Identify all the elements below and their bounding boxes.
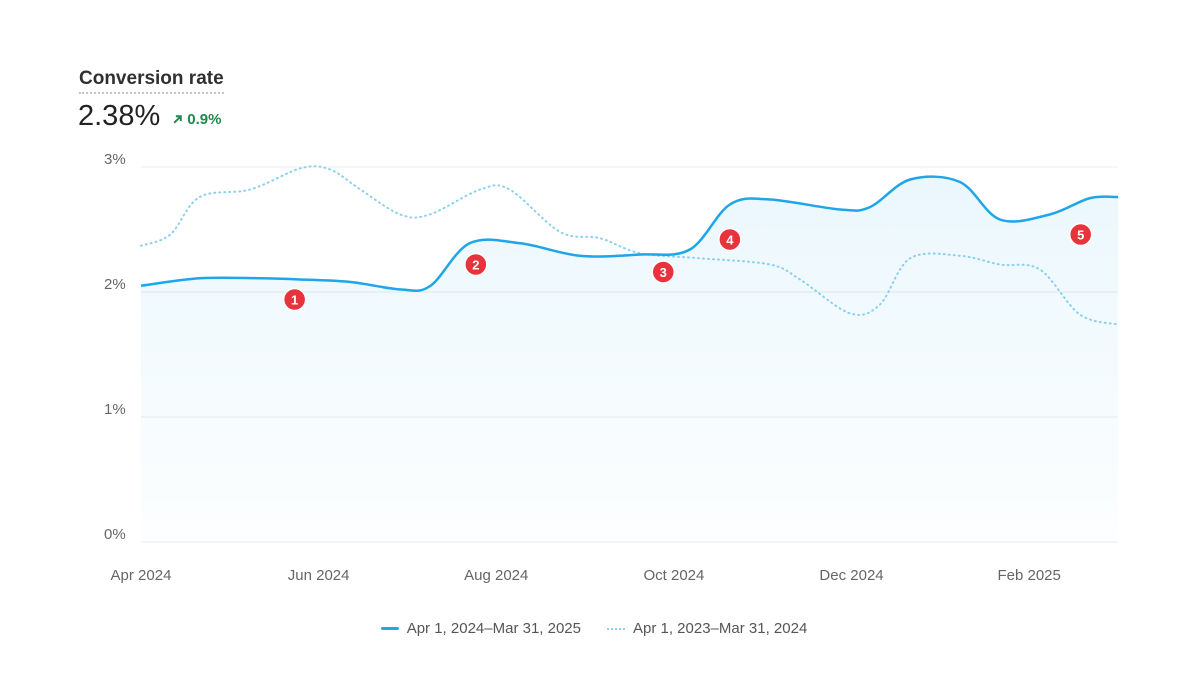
- annotation-marker[interactable]: 1: [282, 287, 307, 312]
- annotation-circle: [651, 260, 676, 284]
- metric-delta: 0.9%: [172, 111, 221, 128]
- legend-label: Apr 1, 2024–Mar 31, 2025: [406, 620, 581, 637]
- annotation-label: 5: [1077, 228, 1084, 243]
- series-line-current: [140, 175, 1119, 292]
- metric-delta-value: 0.9%: [187, 111, 222, 128]
- arrow-up-right-icon: [173, 115, 183, 124]
- annotation-marker[interactable]: 3: [651, 260, 676, 284]
- y-tick-label: 3%: [104, 151, 126, 168]
- y-tick-label: 0%: [104, 526, 126, 543]
- annotation-marker[interactable]: 4: [718, 227, 742, 252]
- series-line-previous: [140, 165, 1119, 326]
- x-tick-label: Aug 2024: [464, 567, 528, 584]
- annotation-label: 2: [472, 258, 479, 273]
- legend-swatch-dotted: [607, 627, 625, 630]
- y-tick-label: 1%: [104, 401, 126, 418]
- chart-title[interactable]: Conversion rate: [79, 68, 224, 94]
- legend-swatch-solid: [380, 627, 399, 630]
- metric-summary: 2.38% 0.9%: [78, 100, 221, 133]
- annotation-circle: [464, 252, 488, 277]
- legend-label: Apr 1, 2023–Mar 31, 2024: [633, 620, 808, 637]
- area-fill-current: [141, 176, 1118, 542]
- annotation-circle: [1068, 222, 1093, 247]
- annotation-marker[interactable]: 2: [464, 252, 488, 277]
- annotation-label: 3: [660, 265, 667, 280]
- legend-item-previous[interactable]: Apr 1, 2023–Mar 31, 2024: [607, 620, 807, 637]
- annotation-circle: [718, 227, 742, 252]
- x-tick-label: Dec 2024: [819, 567, 883, 584]
- annotation-label: 4: [726, 233, 734, 248]
- annotation-label: 1: [291, 293, 298, 308]
- x-tick-label: Apr 2024: [111, 567, 172, 584]
- x-tick-label: Jun 2024: [288, 567, 350, 584]
- legend: Apr 1, 2024–Mar 31, 2025 Apr 1, 2023–Mar…: [0, 620, 1194, 637]
- annotation-marker[interactable]: 5: [1068, 222, 1093, 247]
- legend-item-current[interactable]: Apr 1, 2024–Mar 31, 2025: [380, 620, 581, 637]
- y-tick-label: 2%: [104, 276, 126, 293]
- annotation-circle: [282, 287, 307, 312]
- x-tick-label: Oct 2024: [643, 567, 704, 584]
- metric-value: 2.38%: [78, 100, 161, 132]
- x-tick-label: Feb 2025: [997, 567, 1060, 584]
